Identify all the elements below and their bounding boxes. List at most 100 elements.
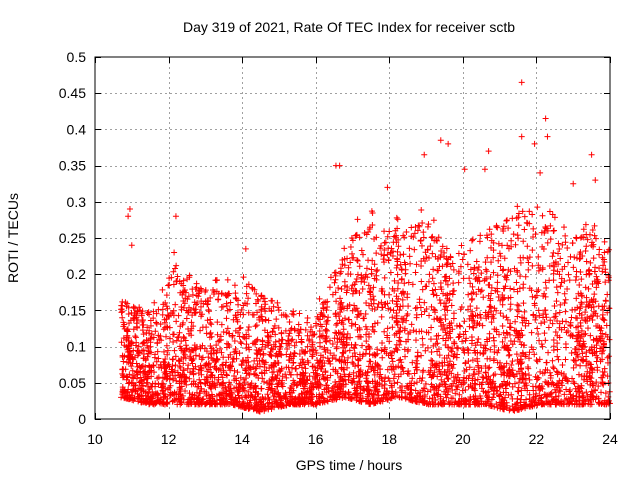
- data-point: [515, 222, 522, 229]
- data-point: [402, 389, 409, 396]
- data-point: [514, 288, 521, 295]
- data-point: [571, 380, 578, 387]
- data-point: [180, 350, 187, 357]
- data-point: [448, 302, 455, 309]
- data-point: [427, 336, 434, 343]
- data-point: [521, 342, 528, 349]
- data-point: [225, 330, 232, 337]
- data-point: [245, 327, 252, 334]
- y-tick-label: 0.25: [59, 230, 86, 246]
- data-point: [385, 305, 392, 312]
- data-point: [242, 245, 249, 252]
- data-point: [337, 380, 344, 387]
- data-point: [449, 386, 456, 393]
- chart-title: Day 319 of 2021, Rate Of TEC Index for r…: [183, 19, 515, 35]
- y-tick-label: 0.05: [59, 375, 86, 391]
- data-point: [296, 330, 303, 337]
- data-point: [240, 274, 247, 281]
- data-point: [535, 287, 542, 294]
- data-point: [134, 324, 141, 331]
- data-point: [235, 329, 242, 336]
- data-point: [203, 330, 210, 337]
- data-point: [409, 375, 416, 382]
- data-point: [245, 370, 252, 377]
- data-point: [213, 342, 220, 349]
- data-point: [472, 342, 479, 349]
- data-point: [596, 251, 603, 258]
- data-point: [332, 366, 339, 373]
- data-point: [196, 353, 203, 360]
- data-point: [547, 390, 554, 397]
- data-point: [530, 311, 537, 318]
- data-point: [484, 355, 491, 362]
- data-point: [203, 360, 210, 367]
- data-point: [324, 303, 331, 310]
- data-point: [582, 309, 589, 316]
- data-point: [563, 386, 570, 393]
- data-point: [450, 287, 457, 294]
- data-point: [506, 324, 513, 331]
- data-point: [554, 268, 561, 275]
- data-point: [543, 284, 550, 291]
- data-point: [224, 325, 231, 332]
- data-point: [544, 392, 551, 399]
- data-point: [506, 351, 513, 358]
- x-tick-label: 24: [602, 431, 618, 447]
- data-point: [397, 251, 404, 258]
- data-point: [406, 245, 413, 252]
- data-point: [593, 379, 600, 386]
- data-point: [165, 282, 172, 289]
- data-point: [461, 166, 468, 173]
- data-point: [509, 358, 516, 365]
- data-point: [596, 400, 603, 407]
- data-point: [339, 394, 346, 401]
- data-point: [136, 379, 143, 386]
- data-point: [501, 273, 508, 280]
- data-point: [178, 395, 185, 402]
- data-point: [288, 371, 295, 378]
- data-point: [536, 312, 543, 319]
- data-point: [242, 392, 249, 399]
- data-point: [445, 352, 452, 359]
- data-point: [354, 308, 361, 315]
- data-point: [363, 338, 370, 345]
- data-point: [159, 286, 166, 293]
- data-point: [599, 254, 606, 261]
- data-point: [207, 329, 214, 336]
- data-point: [291, 325, 298, 332]
- data-point: [573, 357, 580, 364]
- data-point: [435, 267, 442, 274]
- data-point: [461, 396, 468, 403]
- data-point: [247, 397, 254, 404]
- data-point: [394, 271, 401, 278]
- data-point: [341, 371, 348, 378]
- data-point: [575, 388, 582, 395]
- data-point: [562, 308, 569, 315]
- data-point: [457, 323, 464, 330]
- data-point: [428, 357, 435, 364]
- data-point: [495, 240, 502, 247]
- data-point: [136, 385, 143, 392]
- data-point: [298, 339, 305, 346]
- data-point: [163, 342, 170, 349]
- data-point: [214, 380, 221, 387]
- data-point: [155, 374, 162, 381]
- data-point: [332, 269, 339, 276]
- data-point: [481, 401, 488, 408]
- data-point: [345, 264, 352, 271]
- data-point: [566, 277, 573, 284]
- data-point: [485, 365, 492, 372]
- data-point: [580, 234, 587, 241]
- data-point: [174, 273, 181, 280]
- data-point: [237, 381, 244, 388]
- data-point: [540, 246, 547, 253]
- data-point: [416, 299, 423, 306]
- data-point: [550, 364, 557, 371]
- data-point: [306, 337, 313, 344]
- data-point: [482, 389, 489, 396]
- data-point: [278, 352, 285, 359]
- data-point: [599, 268, 606, 275]
- data-point: [192, 309, 199, 316]
- data-point: [576, 251, 583, 258]
- data-point: [556, 245, 563, 252]
